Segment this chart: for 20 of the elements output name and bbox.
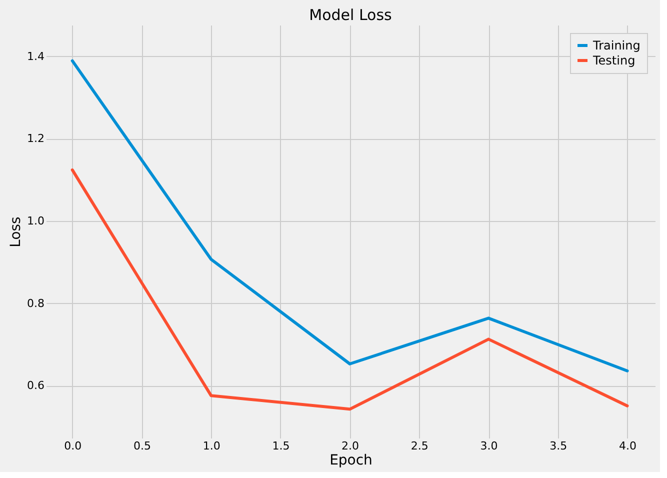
y-tick-label: 1.0 — [27, 214, 44, 228]
line-series — [70, 168, 629, 411]
x-tick-label: 3.5 — [550, 440, 568, 452]
chart-title: Model Loss — [309, 6, 392, 24]
legend-label: Training — [592, 38, 640, 52]
y-tick-label: 0.6 — [27, 379, 44, 392]
x-tick-label: 2.0 — [342, 440, 360, 452]
x-tick-label: 0.5 — [133, 440, 151, 452]
y-tick-label: 1.2 — [27, 132, 44, 146]
y-tick-label: 1.4 — [27, 50, 44, 63]
x-tick-label: 3.0 — [480, 440, 498, 452]
y-axis-title: Loss — [8, 216, 24, 248]
x-tick-label: 1.0 — [202, 440, 220, 452]
legend-label: Testing — [592, 54, 636, 68]
x-tick-label: 1.5 — [272, 440, 290, 452]
x-tick-label: 4.0 — [619, 440, 637, 452]
x-tick-label: 2.5 — [410, 440, 428, 452]
x-tick-label: 0.0 — [64, 440, 82, 452]
x-axis-title: Epoch — [330, 452, 372, 468]
y-tick-label: 0.8 — [27, 296, 44, 310]
